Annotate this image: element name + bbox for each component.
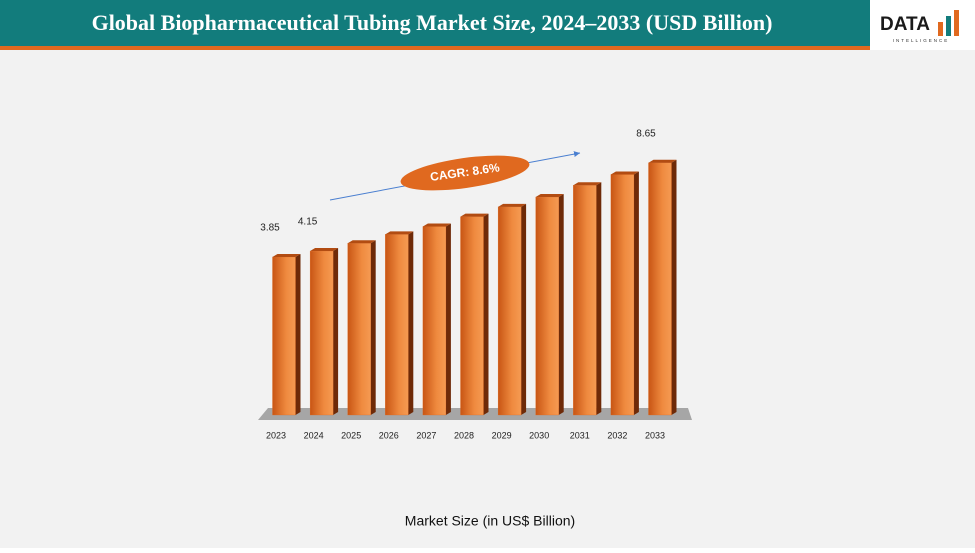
bar-side (333, 248, 339, 415)
title: Global Biopharmaceutical Tubing Market S… (92, 10, 773, 35)
bar (460, 216, 484, 416)
logo: DATA (880, 14, 930, 35)
bar-top (347, 240, 376, 244)
x-tick-label: 2023 (266, 430, 286, 440)
bar (422, 226, 447, 416)
title-rule (0, 46, 975, 50)
x-tick-label: 2033 (645, 430, 665, 440)
bar-side (295, 253, 301, 415)
x-axis-title: Market Size (in US$ Billion) (405, 513, 575, 529)
x-tick-label: 2026 (379, 430, 399, 440)
bar-top (272, 253, 301, 257)
x-tick-label: 2025 (341, 430, 361, 440)
bar-side (408, 231, 414, 415)
x-tick-label: 2024 (304, 430, 324, 440)
x-tick-label: 2029 (492, 430, 512, 440)
data-label: 3.85 (260, 223, 280, 234)
bar-side (370, 240, 376, 415)
bar-top (422, 223, 451, 227)
logo-subtitle: INTELLIGENCE (893, 38, 950, 43)
bar-top (610, 171, 639, 175)
x-tick-label: 2028 (454, 430, 474, 440)
bar-top (535, 194, 564, 198)
bar-top (460, 213, 489, 217)
cagr-badge (400, 155, 530, 191)
logo-bar (946, 16, 951, 36)
bar (497, 206, 522, 416)
x-tick-label: 2032 (607, 430, 627, 440)
data-label: 8.65 (636, 128, 656, 139)
bar (272, 256, 296, 416)
bar-top (648, 159, 677, 163)
bar-side (445, 223, 451, 415)
data-label: 4.15 (298, 217, 318, 228)
logo-bar (954, 10, 959, 36)
bar (648, 162, 672, 416)
bar-side (596, 182, 602, 415)
x-tick-label: 2027 (416, 430, 436, 440)
bar-top (498, 203, 527, 207)
bar-side (483, 213, 489, 415)
bar (347, 243, 371, 416)
bar-side (633, 171, 639, 415)
bar-top (573, 182, 602, 186)
bar-top (385, 231, 414, 235)
bar-side (521, 203, 527, 415)
bar (610, 174, 635, 416)
title-banner (0, 0, 870, 46)
bar (573, 185, 597, 416)
bar-side (671, 159, 677, 415)
bar (309, 250, 334, 416)
bar-side (558, 194, 564, 415)
logo-bar (938, 22, 943, 36)
bar (535, 196, 559, 416)
bar (385, 234, 409, 416)
x-tick-label: 2030 (529, 430, 549, 440)
x-tick-label: 2031 (570, 430, 590, 440)
bar-top (310, 248, 339, 252)
